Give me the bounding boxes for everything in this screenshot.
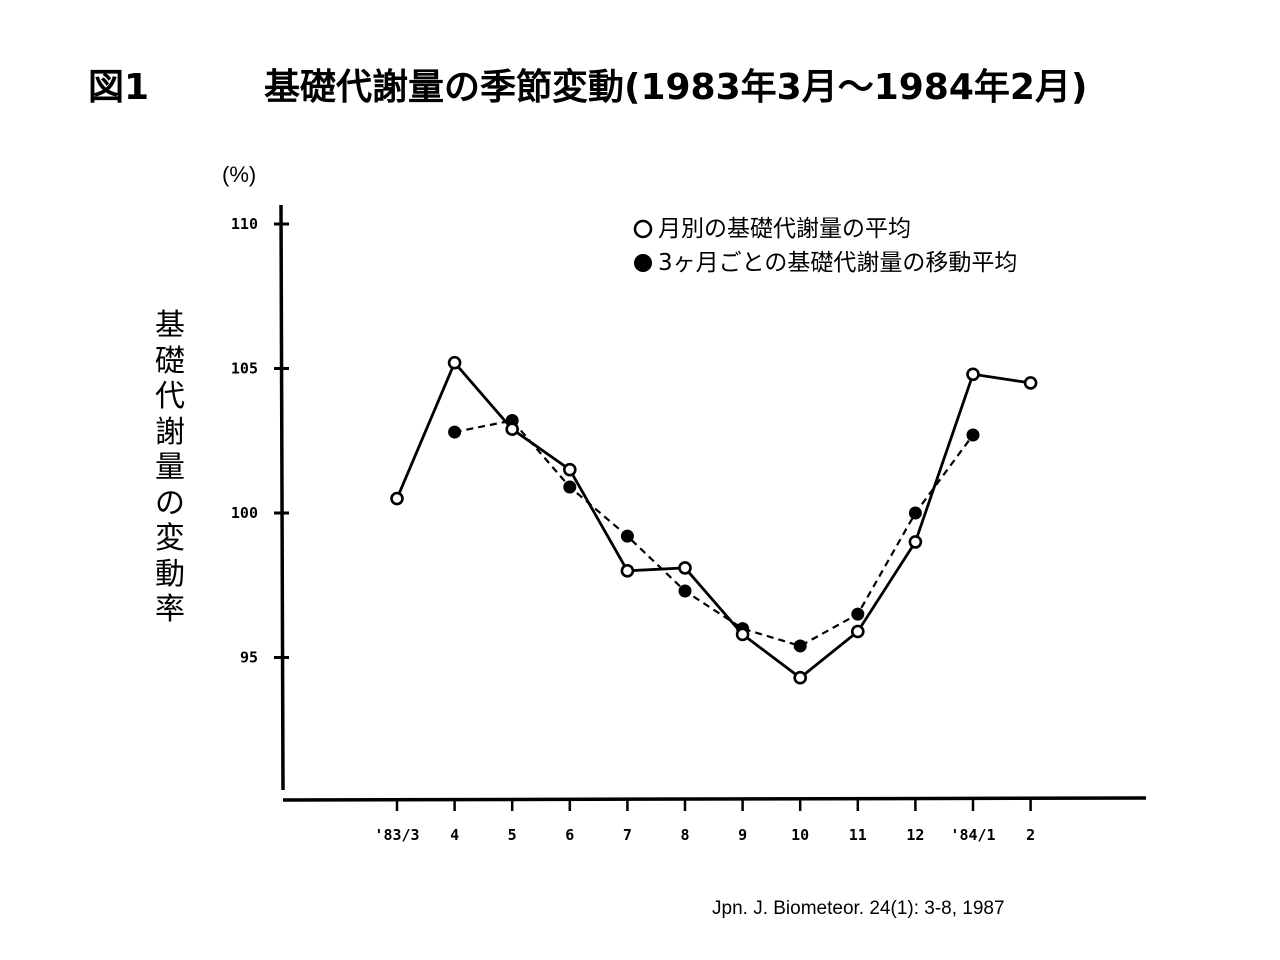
x-tick-label-1: 4 bbox=[450, 826, 459, 844]
y-axis-line bbox=[279, 204, 285, 791]
chart-title: 基礎代謝量の季節変動(1983年3月～1984年2月) bbox=[264, 67, 1088, 108]
legend-label-monthly: 月別の基礎代謝量の平均 bbox=[658, 216, 911, 242]
point-moving-average-7 bbox=[793, 639, 807, 653]
x-tick-label-9: 12 bbox=[906, 826, 924, 844]
series-lines bbox=[395, 361, 1031, 680]
point-monthly-5 bbox=[678, 561, 692, 575]
x-tick-label-7: 10 bbox=[791, 826, 809, 844]
x-tick-label-10: '84/1 bbox=[950, 826, 995, 844]
point-moving-average-8 bbox=[851, 607, 865, 621]
y-axis-label: 基礎代謝量の変動率 bbox=[155, 308, 185, 627]
point-moving-average-1 bbox=[448, 425, 462, 439]
point-monthly-1 bbox=[447, 355, 462, 370]
point-monthly-7 bbox=[793, 670, 808, 685]
point-moving-average-4 bbox=[620, 529, 634, 543]
x-tick-label-0: '83/3 bbox=[374, 826, 419, 844]
point-moving-average-10 bbox=[966, 428, 980, 442]
point-moving-average-9 bbox=[908, 506, 922, 520]
y-tick-label-100: 100 bbox=[231, 504, 258, 522]
x-tick-label-4: 7 bbox=[623, 826, 632, 844]
point-moving-average-5 bbox=[678, 584, 692, 598]
point-monthly-9 bbox=[908, 535, 923, 549]
x-tick-label-5: 8 bbox=[680, 826, 689, 844]
point-monthly-8 bbox=[850, 624, 865, 639]
x-tick-label-3: 6 bbox=[565, 826, 574, 844]
point-monthly-3 bbox=[562, 462, 577, 477]
legend-label-moving-average: 3ヶ月ごとの基礎代謝量の移動平均 bbox=[658, 250, 1018, 276]
legend-entry-monthly: 月別の基礎代謝量の平均 bbox=[632, 212, 1017, 246]
y-axis-unit: (%) bbox=[222, 162, 257, 187]
x-tick-label-8: 11 bbox=[849, 826, 867, 844]
y-tick-label-105: 105 bbox=[231, 360, 258, 378]
series-points bbox=[390, 355, 1038, 685]
series-line-monthly bbox=[395, 361, 1031, 680]
source-citation: Jpn. J. Biometeor. 24(1): 3-8, 1987 bbox=[712, 898, 1005, 919]
y-ticks: 110 105 100 95 bbox=[231, 215, 289, 667]
point-moving-average-3 bbox=[563, 480, 577, 494]
x-tick-label-11: 2 bbox=[1026, 826, 1035, 844]
x-axis-line bbox=[282, 796, 1147, 802]
y-tick-label-110: 110 bbox=[231, 215, 258, 233]
x-ticks: '83/3 4 5 6 7 8 9 10 11 12 '84/1 2 bbox=[374, 800, 1035, 844]
x-tick-label-6: 9 bbox=[738, 826, 747, 844]
y-tick-label-95: 95 bbox=[240, 649, 258, 667]
legend: 月別の基礎代謝量の平均 3ヶ月ごとの基礎代謝量の移動平均 bbox=[632, 212, 1017, 280]
series-line-moving-average bbox=[454, 419, 974, 648]
point-monthly-6 bbox=[735, 627, 750, 642]
point-monthly-10 bbox=[966, 367, 980, 382]
x-tick-label-2: 5 bbox=[508, 826, 517, 844]
filled-circle-icon bbox=[634, 254, 652, 272]
point-monthly-0 bbox=[390, 491, 404, 506]
point-monthly-4 bbox=[620, 563, 635, 578]
legend-entry-moving-average: 3ヶ月ごとの基礎代謝量の移動平均 bbox=[632, 246, 1017, 280]
point-monthly-2 bbox=[505, 422, 520, 436]
open-circle-icon bbox=[633, 219, 653, 239]
point-monthly-11 bbox=[1023, 376, 1038, 390]
figure-label: 図1 bbox=[88, 67, 150, 108]
